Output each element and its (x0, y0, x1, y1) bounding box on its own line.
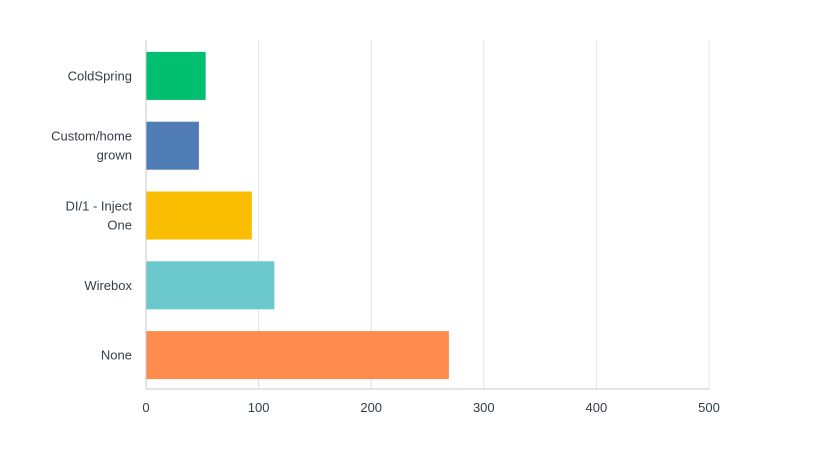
x-tick-label-100: 100 (248, 400, 270, 415)
category-label-4: None (101, 348, 132, 363)
category-label-3: Wirebox (84, 278, 132, 293)
x-tick-label-500: 500 (698, 400, 720, 415)
bar-0 (146, 51, 206, 100)
bar-3 (146, 261, 275, 310)
axes (145, 40, 709, 390)
category-label-1: Custom/home grown (51, 129, 132, 163)
bar-2 (146, 191, 252, 240)
bars (146, 51, 449, 380)
bar-1 (146, 121, 199, 170)
gridlines (258, 40, 710, 389)
x-tick-labels: 0 100 200 300 400 500 (142, 400, 719, 415)
bar-4 (146, 331, 449, 380)
category-labels: ColdSpring Custom/home grown DI/1 - Inject O… (51, 68, 132, 362)
category-label-line: grown (97, 148, 132, 163)
category-label-line: Wirebox (84, 278, 132, 293)
category-label-line: Custom/home (51, 129, 132, 144)
x-tick-label-200: 200 (360, 400, 382, 415)
category-label-line: One (107, 218, 132, 233)
category-label-2: DI/1 - Inject One (66, 199, 133, 233)
x-tick-label-400: 400 (586, 400, 608, 415)
x-tick-label-300: 300 (473, 400, 495, 415)
category-label-line: DI/1 - Inject (66, 199, 133, 214)
category-label-0: ColdSpring (68, 68, 132, 83)
category-label-line: ColdSpring (68, 68, 132, 83)
x-tick-label-0: 0 (142, 400, 149, 415)
category-label-line: None (101, 348, 132, 363)
